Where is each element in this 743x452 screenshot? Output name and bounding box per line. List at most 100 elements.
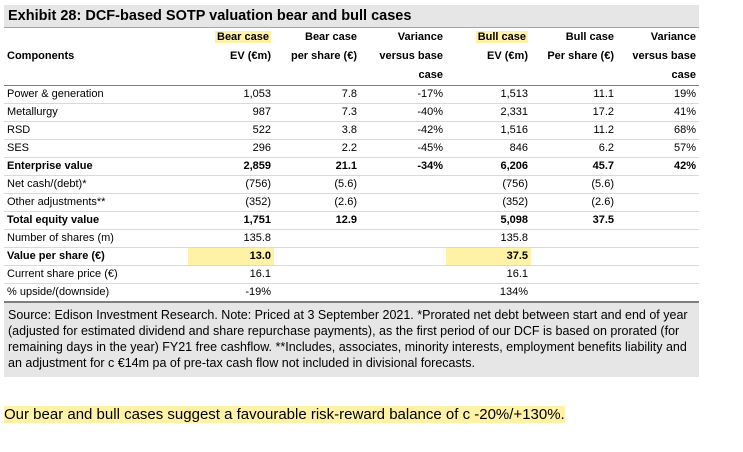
row-cell: 2,859 [188, 157, 274, 176]
table-row: Metallurgy 987 7.3 -40% 2,331 17.2 41% [4, 103, 699, 122]
row-cell [360, 247, 446, 266]
header-row-2: Components EV (€m) per share (€) versus … [4, 47, 699, 66]
row-cell: 987 [188, 103, 274, 122]
row-cell: 135.8 [446, 229, 531, 248]
row-cell: 11.2 [531, 121, 617, 140]
row-cell: 21.1 [274, 157, 360, 176]
header-bull-case: Bull case [475, 31, 528, 43]
row-label: % upside/(downside) [4, 283, 188, 302]
valuation-table: Bear case Bear case Variance Bull case B… [4, 28, 699, 302]
row-cell: 522 [188, 121, 274, 140]
table-row: Total equity value 1,751 12.9 5,098 37.5 [4, 211, 699, 230]
row-cell: 7.3 [274, 103, 360, 122]
row-cell: (2.6) [531, 193, 617, 212]
header-bull-per-share: Per share (€) [547, 50, 614, 62]
row-cell: 17.2 [531, 103, 617, 122]
row-cell [274, 265, 360, 284]
header-bear-per-share: per share (€) [290, 50, 357, 62]
header-bull-ev: EV (€m) [487, 50, 528, 62]
row-label: Value per share (€) [4, 247, 188, 266]
table-row: Other adjustments** (352) (2.6) (352) (2.6) [4, 193, 699, 212]
row-cell [617, 211, 699, 230]
row-cell: -42% [360, 121, 446, 140]
row-cell [274, 229, 360, 248]
row-cell [360, 193, 446, 212]
row-cell [360, 175, 446, 194]
row-cell: (756) [188, 175, 274, 194]
row-cell: (5.6) [274, 175, 360, 194]
row-cell [360, 283, 446, 302]
summary-highlight: Our bear and bull cases suggest a favour… [4, 406, 565, 423]
row-label: Metallurgy [4, 103, 188, 122]
table-row: % upside/(downside) -19% 134% [4, 283, 699, 302]
row-cell: (352) [188, 193, 274, 212]
exhibit-title: Exhibit 28: DCF-based SOTP valuation bea… [4, 5, 699, 28]
row-label: Total equity value [4, 211, 188, 230]
row-cell: (756) [446, 175, 531, 194]
row-label: SES [4, 139, 188, 158]
header-variance-2: versus base [379, 50, 443, 62]
row-cell: 12.9 [274, 211, 360, 230]
table-row: RSD 522 3.8 -42% 1,516 11.2 68% [4, 121, 699, 140]
row-label: RSD [4, 121, 188, 140]
row-cell [617, 175, 699, 194]
row-cell [274, 283, 360, 302]
table-row: Value per share (€) 13.0 37.5 [4, 247, 699, 266]
row-cell [617, 265, 699, 284]
source-note: Source: Edison Investment Research. Note… [4, 302, 699, 377]
row-cell: 1,516 [446, 121, 531, 140]
row-cell: 135.8 [188, 229, 274, 248]
row-cell: 2,331 [446, 103, 531, 122]
row-cell: -34% [360, 157, 446, 176]
row-cell [360, 265, 446, 284]
row-cell [617, 229, 699, 248]
summary-text: Our bear and bull cases suggest a favour… [4, 406, 565, 424]
row-cell: 1,053 [243, 88, 271, 100]
row-label: Number of shares (m) [4, 229, 188, 248]
table-body: Power & generation 1,053 7.8 -17% 1,513 11.1 1… [4, 86, 699, 302]
row-cell: -19% [188, 283, 274, 302]
row-cell: 16.1 [446, 265, 531, 284]
row-cell: 1,513 [500, 88, 528, 100]
row-cell: 846 [446, 139, 531, 158]
table-row: Net cash/(debt)* (756) (5.6) (756) (5.6) [4, 175, 699, 194]
row-cell: 37.5 [446, 247, 531, 266]
row-cell [531, 247, 617, 266]
table-row: Current share price (€) 16.1 16.1 [4, 265, 699, 284]
row-cell: 45.7 [531, 157, 617, 176]
row-cell: 16.1 [188, 265, 274, 284]
row-cell: 68% [617, 121, 699, 140]
row-label: Power & generation [7, 88, 104, 100]
row-cell: 2.2 [274, 139, 360, 158]
row-cell: 5,098 [446, 211, 531, 230]
row-cell: 11.1 [593, 88, 614, 100]
row-cell: 296 [188, 139, 274, 158]
row-cell [531, 229, 617, 248]
row-label: Enterprise value [4, 157, 188, 176]
row-label: Other adjustments** [4, 193, 188, 212]
header-bull-variance-3: case [617, 66, 699, 86]
row-cell: 3.8 [274, 121, 360, 140]
row-cell: 13.0 [188, 247, 274, 266]
row-cell: (2.6) [274, 193, 360, 212]
header-variance: Variance [397, 31, 443, 43]
row-cell [360, 229, 446, 248]
header-variance-3: case [360, 66, 446, 86]
row-cell: 19% [673, 88, 696, 100]
row-cell: (5.6) [531, 175, 617, 194]
header-bear-case: Bear case [215, 31, 271, 43]
row-cell: (352) [446, 193, 531, 212]
header-row-3: case case [4, 66, 699, 86]
row-cell [617, 193, 699, 212]
header-bear-ev: EV (€m) [230, 50, 271, 62]
row-cell: 41% [617, 103, 699, 122]
table-row: Number of shares (m) 135.8 135.8 [4, 229, 699, 248]
row-cell [531, 283, 617, 302]
row-cell: 42% [617, 157, 699, 176]
table-row: SES 296 2.2 -45% 846 6.2 57% [4, 139, 699, 158]
row-cell: 134% [446, 283, 531, 302]
row-cell: 6,206 [446, 157, 531, 176]
row-label: Current share price (€) [4, 265, 188, 284]
row-cell: -17% [417, 88, 443, 100]
header-bull-case-2: Bull case [565, 31, 614, 43]
